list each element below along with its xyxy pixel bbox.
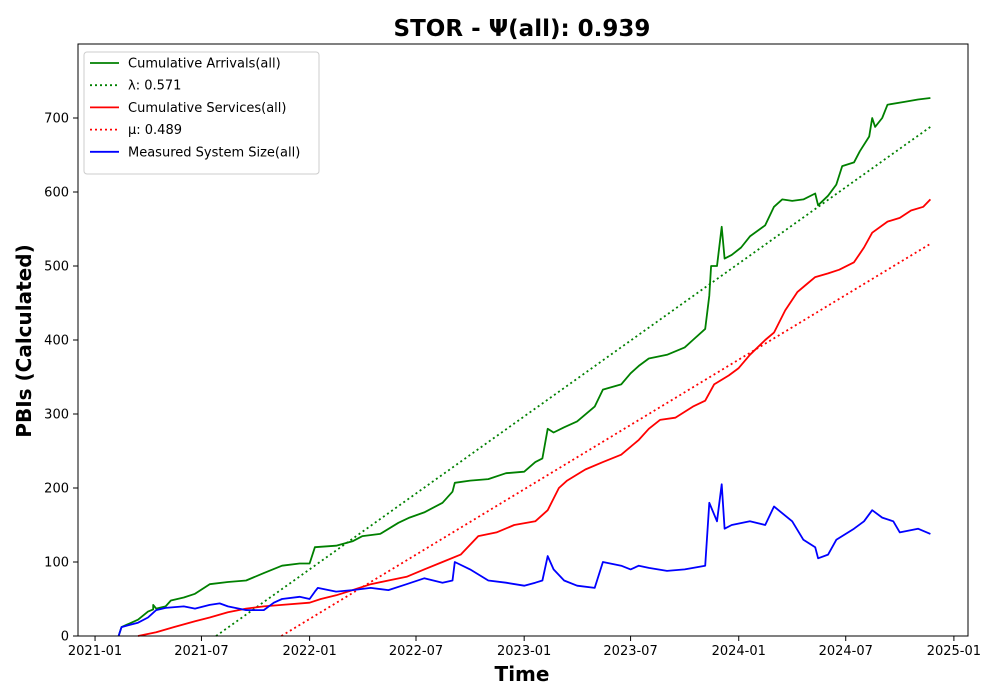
x-tick-label: 2023-01 <box>497 644 551 659</box>
x-tick-label: 2025-01 <box>927 644 981 659</box>
series-line <box>117 483 931 637</box>
y-tick-label: 200 <box>44 482 69 497</box>
legend-label: Measured System Size(all) <box>128 145 300 160</box>
y-axis: 0 100 200 300 400 500 600 700 <box>44 112 78 645</box>
x-tick-label: 2024-07 <box>819 644 873 659</box>
y-tick-label: 100 <box>44 556 69 571</box>
chart-title: STOR - Ψ(all): 0.939 <box>394 16 651 42</box>
x-tick-label: 2024-01 <box>712 644 766 659</box>
legend-label: Cumulative Services(all) <box>128 101 286 116</box>
legend-label: λ: 0.571 <box>128 79 181 94</box>
series-line <box>117 97 931 637</box>
x-axis-label: Time <box>495 662 550 686</box>
x-tick-label: 2021-07 <box>174 644 228 659</box>
x-tick-label: 2022-07 <box>389 644 443 659</box>
legend-box <box>83 51 320 175</box>
x-tick-label: 2023-07 <box>603 644 657 659</box>
legend-label: Cumulative Arrivals(all) <box>128 57 281 72</box>
series-line <box>137 198 932 637</box>
y-tick-label: 0 <box>61 630 69 645</box>
series-line <box>280 243 931 637</box>
y-tick-label: 600 <box>44 186 69 201</box>
y-axis-label: PBIs (Calculated) <box>12 244 36 437</box>
y-tick-label: 400 <box>44 334 69 349</box>
y-tick-label: 500 <box>44 260 69 275</box>
plot-area <box>117 97 932 637</box>
legend: Cumulative Arrivals(all) λ: 0.571 Cumulati… <box>83 51 320 175</box>
series-line <box>215 126 931 637</box>
y-tick-label: 300 <box>44 408 69 423</box>
x-axis: 2021-01 2021-07 2022-01 2022-07 2023-01 2023-… <box>68 636 981 659</box>
legend-label: μ: 0.489 <box>128 123 182 138</box>
x-tick-label: 2021-01 <box>68 644 122 659</box>
y-tick-label: 700 <box>44 112 69 127</box>
x-tick-label: 2022-01 <box>282 644 336 659</box>
